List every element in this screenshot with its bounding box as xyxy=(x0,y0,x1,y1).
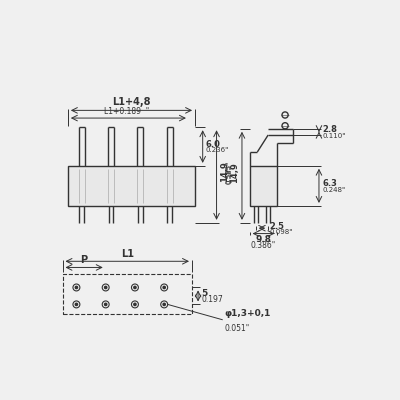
Circle shape xyxy=(134,303,136,306)
Text: 2.5: 2.5 xyxy=(270,222,285,231)
Text: 0.585": 0.585" xyxy=(226,160,232,184)
Circle shape xyxy=(134,286,136,289)
Text: 6.3: 6.3 xyxy=(322,179,337,188)
Text: L1+4,8: L1+4,8 xyxy=(112,97,151,107)
Text: 6.0: 6.0 xyxy=(206,140,221,149)
Text: P: P xyxy=(80,255,88,265)
Text: 0.248": 0.248" xyxy=(322,187,345,193)
Bar xyxy=(250,166,277,206)
Circle shape xyxy=(104,286,107,289)
Text: 0.386": 0.386" xyxy=(251,240,276,250)
Circle shape xyxy=(75,286,78,289)
Text: 0.197: 0.197 xyxy=(201,295,223,304)
Text: 0.110": 0.110" xyxy=(322,133,346,139)
Text: 14,9: 14,9 xyxy=(230,162,239,183)
Bar xyxy=(68,166,195,206)
Text: 0.098": 0.098" xyxy=(270,229,293,235)
Text: 9.8: 9.8 xyxy=(256,235,272,244)
Circle shape xyxy=(104,303,107,306)
Bar xyxy=(62,274,192,314)
Circle shape xyxy=(163,303,165,306)
Text: φ1,3+0,1: φ1,3+0,1 xyxy=(224,309,271,318)
Text: 14,9: 14,9 xyxy=(220,162,229,182)
Text: 0.585": 0.585" xyxy=(227,161,233,184)
Circle shape xyxy=(75,303,78,306)
Text: 0.051": 0.051" xyxy=(224,324,250,334)
Text: 2.8: 2.8 xyxy=(322,125,337,134)
Text: L1+0.189  ": L1+0.189 " xyxy=(104,107,150,116)
Text: 5: 5 xyxy=(201,289,208,298)
Text: L1: L1 xyxy=(121,249,134,259)
Text: 0.236": 0.236" xyxy=(206,148,229,154)
Circle shape xyxy=(163,286,165,289)
